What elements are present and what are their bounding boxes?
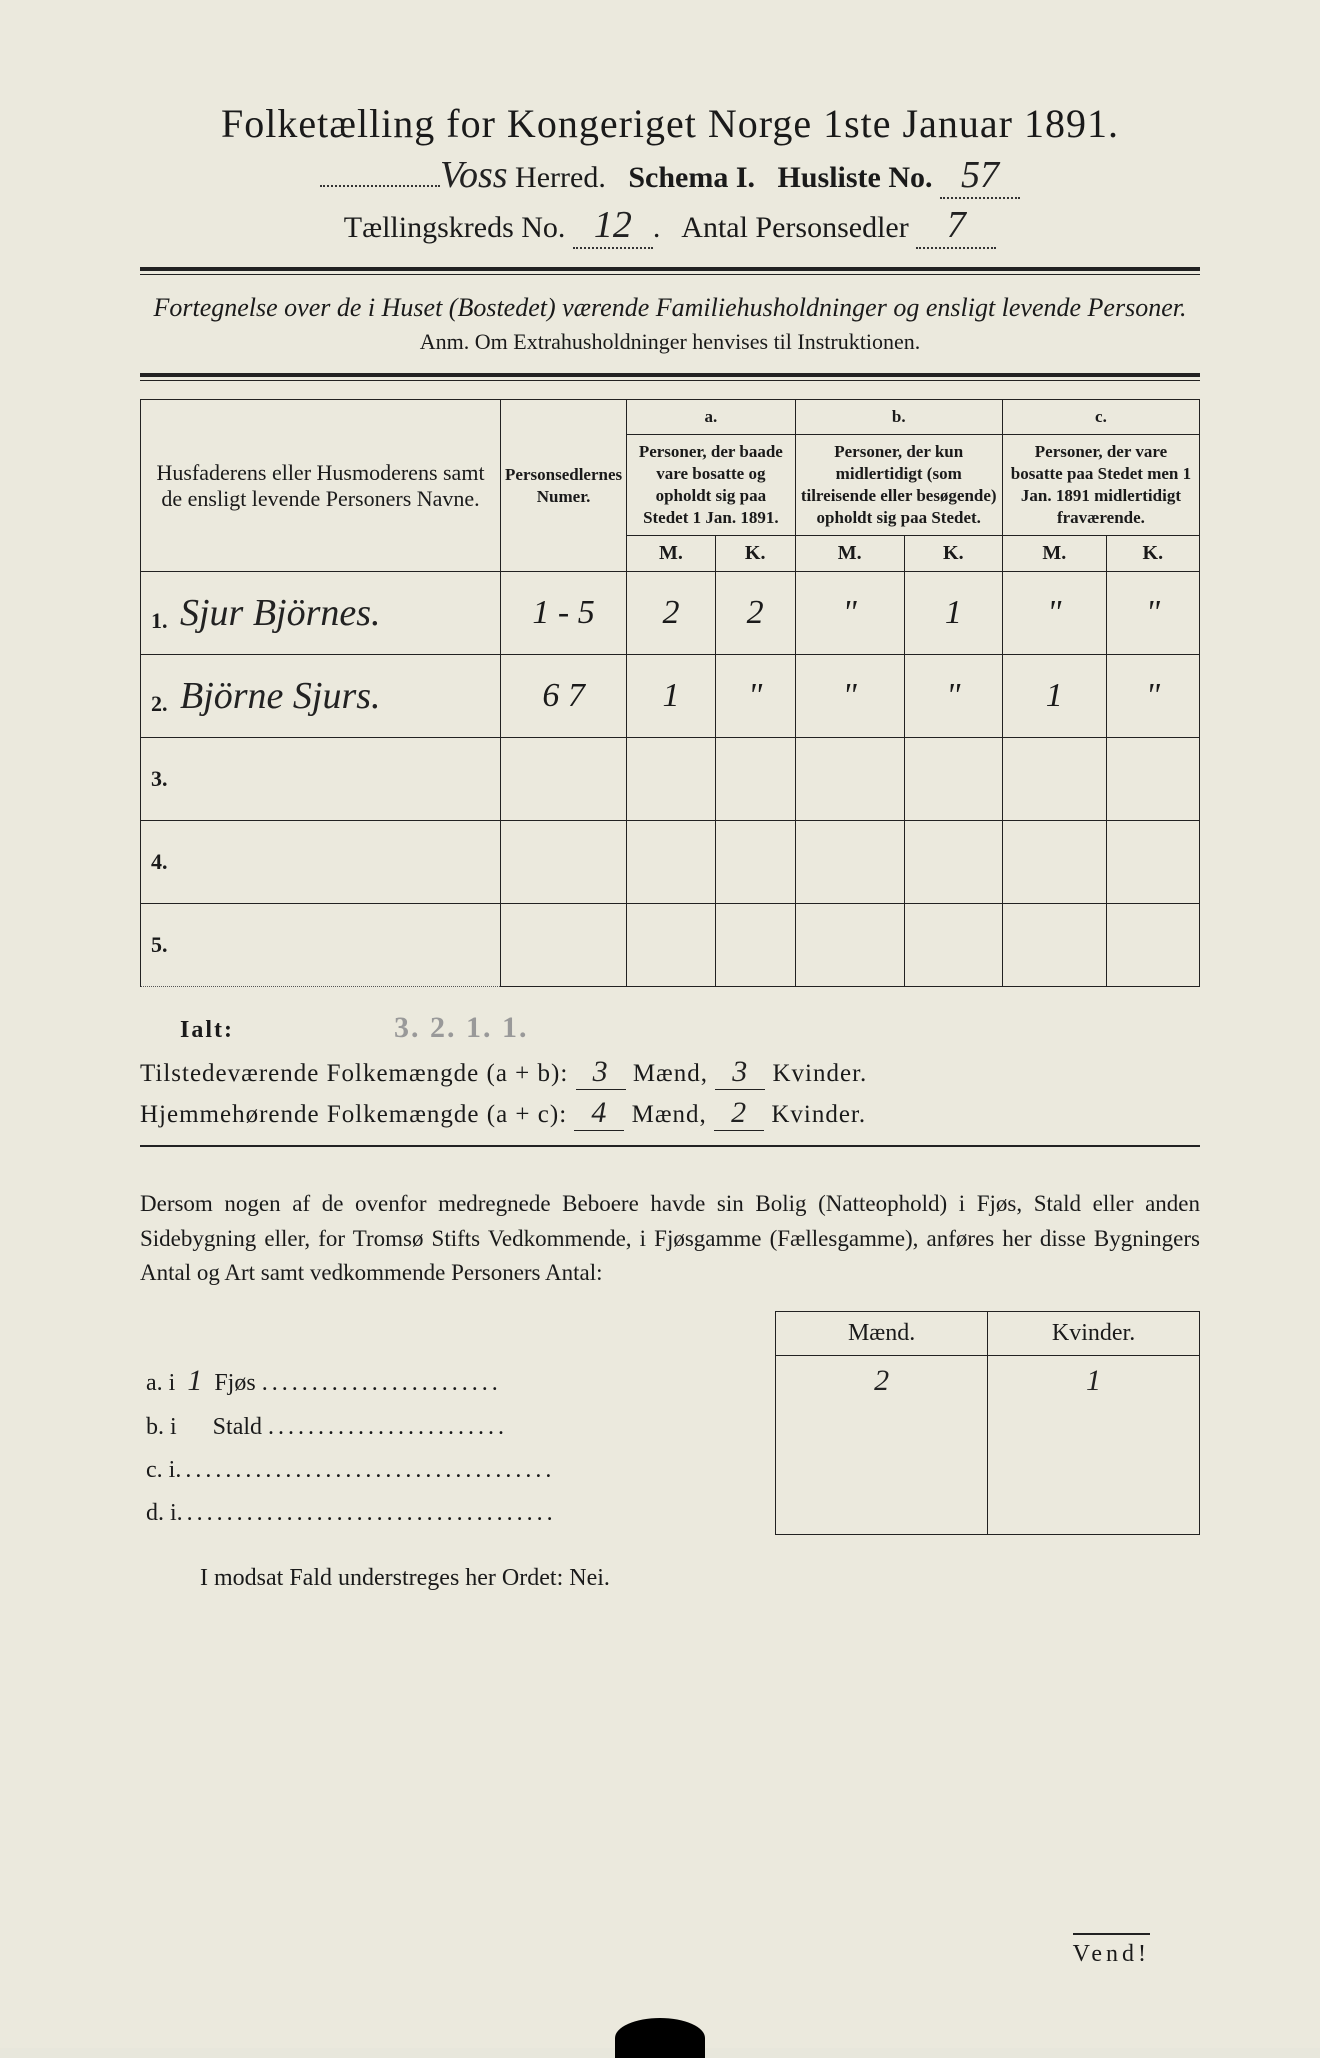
col-c-m: M. bbox=[1002, 536, 1106, 572]
kreds-value: 12 bbox=[594, 203, 632, 247]
page-damage-icon bbox=[615, 2018, 705, 2058]
present-women: 3 bbox=[715, 1055, 765, 1090]
table-row: d. i....................................… bbox=[140, 1492, 1200, 1535]
nei-line: I modsat Fald understreges her Ordet: Ne… bbox=[200, 1565, 1200, 1592]
col-c-text: Personer, der vare bosatte paa Stedet me… bbox=[1002, 435, 1199, 536]
household-table: Husfaderens eller Husmoderens samt de en… bbox=[140, 399, 1200, 987]
col-a-label: a. bbox=[627, 400, 795, 435]
census-form-page: Folketælling for Kongeriget Norge 1ste J… bbox=[0, 0, 1320, 2048]
vend-label: Vend! bbox=[1073, 1933, 1150, 1968]
header-line-1: Voss Herred. Schema I. Husliste No. 57 bbox=[140, 153, 1200, 199]
table-row: 4. bbox=[141, 821, 1200, 904]
table-row: 3. bbox=[141, 738, 1200, 821]
side-building-paragraph: Dersom nogen af de ovenfor medregnede Be… bbox=[140, 1187, 1200, 1291]
bottom-kvinder-header: Kvinder. bbox=[988, 1311, 1200, 1355]
table-row: 1. Sjur Björnes. 1 - 5 2 2 " 1 " " bbox=[141, 572, 1200, 655]
page-title: Folketælling for Kongeriget Norge 1ste J… bbox=[140, 100, 1200, 147]
divider-icon bbox=[140, 267, 1200, 275]
bottom-maend-header: Mænd. bbox=[776, 1311, 988, 1355]
husliste-label: Husliste No. bbox=[778, 161, 933, 194]
summary-present: Tilstedeværende Folkemængde (a + b): 3 M… bbox=[140, 1055, 1200, 1090]
herred-label: Herred. bbox=[515, 161, 606, 194]
pencil-note: 3. 2. 1. 1. bbox=[394, 1011, 529, 1045]
table-row: c. i....................................… bbox=[140, 1449, 1200, 1492]
present-men: 3 bbox=[576, 1055, 626, 1090]
summary-resident: Hjemmehørende Folkemængde (a + c): 4 Mæn… bbox=[140, 1096, 1200, 1131]
schema-label: Schema I. bbox=[628, 161, 755, 194]
divider-icon bbox=[140, 373, 1200, 381]
sedler-label: Antal Personsedler bbox=[681, 211, 908, 244]
table-row: 5. bbox=[141, 904, 1200, 987]
ialt-label: Ialt: 3. 2. 1. 1. bbox=[180, 1011, 1200, 1045]
col-names: Husfaderens eller Husmoderens samt de en… bbox=[141, 400, 501, 572]
table-row: a. i 1 Fjøs ........................ 2 1 bbox=[140, 1355, 1200, 1406]
person-name: Sjur Björnes. bbox=[180, 591, 381, 635]
resident-men: 4 bbox=[574, 1096, 624, 1131]
col-b-k: K. bbox=[904, 536, 1002, 572]
side-building-table: Mænd. Kvinder. a. i 1 Fjøs .............… bbox=[140, 1311, 1200, 1536]
col-b-m: M. bbox=[795, 536, 904, 572]
herred-value: Voss bbox=[440, 153, 508, 197]
anm-note: Anm. Om Extrahusholdninger henvises til … bbox=[140, 329, 1200, 355]
col-a-k: K. bbox=[715, 536, 795, 572]
table-row: 2. Björne Sjurs. 6 7 1 " " " 1 " bbox=[141, 655, 1200, 738]
col-c-label: c. bbox=[1002, 400, 1199, 435]
col-num: Personsedlernes Numer. bbox=[501, 400, 627, 572]
col-b-label: b. bbox=[795, 400, 1002, 435]
person-name: Björne Sjurs. bbox=[180, 674, 381, 718]
col-b-text: Personer, der kun midlertidigt (som tilr… bbox=[795, 435, 1002, 536]
kreds-label: Tællingskreds No. bbox=[344, 211, 566, 244]
col-a-m: M. bbox=[627, 536, 716, 572]
husliste-value: 57 bbox=[961, 153, 999, 197]
table-row: b. i Stald ........................ bbox=[140, 1406, 1200, 1449]
header-line-2: Tællingskreds No. 12. Antal Personsedler… bbox=[140, 203, 1200, 249]
divider-icon bbox=[140, 1145, 1200, 1147]
col-c-k: K. bbox=[1106, 536, 1199, 572]
col-a-text: Personer, der baade vare bosatte og opho… bbox=[627, 435, 795, 536]
sedler-value: 7 bbox=[947, 203, 966, 247]
subtitle: Fortegnelse over de i Huset (Bostedet) v… bbox=[140, 293, 1200, 323]
resident-women: 2 bbox=[714, 1096, 764, 1131]
